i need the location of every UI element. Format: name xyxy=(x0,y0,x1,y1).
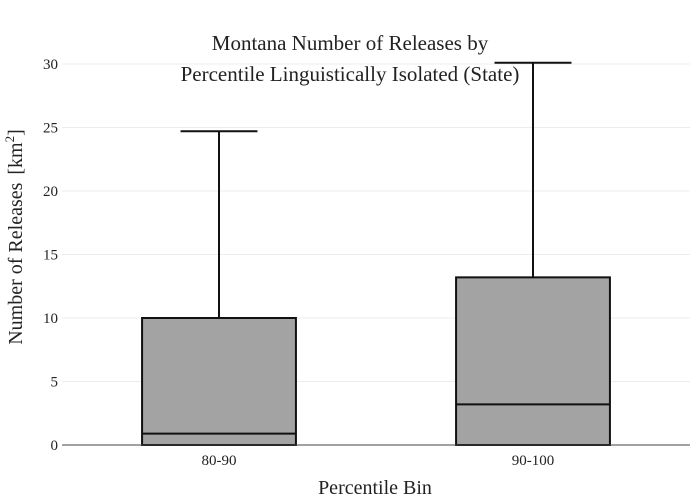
iqr-box xyxy=(141,317,297,446)
y-tick-label: 10 xyxy=(43,311,58,327)
box-90-100 xyxy=(455,61,611,446)
y-axis-label-unit-close: ] xyxy=(5,129,27,136)
x-tick-label: 80-90 xyxy=(202,453,237,469)
x-axis-label: Percentile Bin xyxy=(318,477,432,499)
y-tick-labels: 0 5 10 15 20 25 30 xyxy=(43,57,58,454)
y-tick-label: 25 xyxy=(43,121,58,137)
y-tick-label: 15 xyxy=(43,248,58,264)
x-tick-label: 90-100 xyxy=(512,453,555,469)
y-tick-label: 30 xyxy=(43,57,58,73)
box-80-90 xyxy=(141,130,297,446)
box-series xyxy=(141,61,611,446)
y-axis-label: Number of Releases [km2] xyxy=(2,129,27,345)
chart-title-line-2: Percentile Linguistically Isolated (Stat… xyxy=(181,62,520,86)
y-tick-label: 20 xyxy=(43,184,58,200)
chart-title-line-1: Montana Number of Releases by xyxy=(212,31,489,55)
iqr-box xyxy=(455,276,611,446)
y-axis-label-unit: [km xyxy=(5,142,27,175)
y-axis-label-text: Number of Releases xyxy=(5,182,27,344)
y-tick-label: 5 xyxy=(51,375,59,391)
y-tick-label: 0 xyxy=(51,438,59,454)
x-tick-labels: 80-90 90-100 xyxy=(202,453,555,469)
y-axis-label-unit-superscript: 2 xyxy=(2,136,17,143)
